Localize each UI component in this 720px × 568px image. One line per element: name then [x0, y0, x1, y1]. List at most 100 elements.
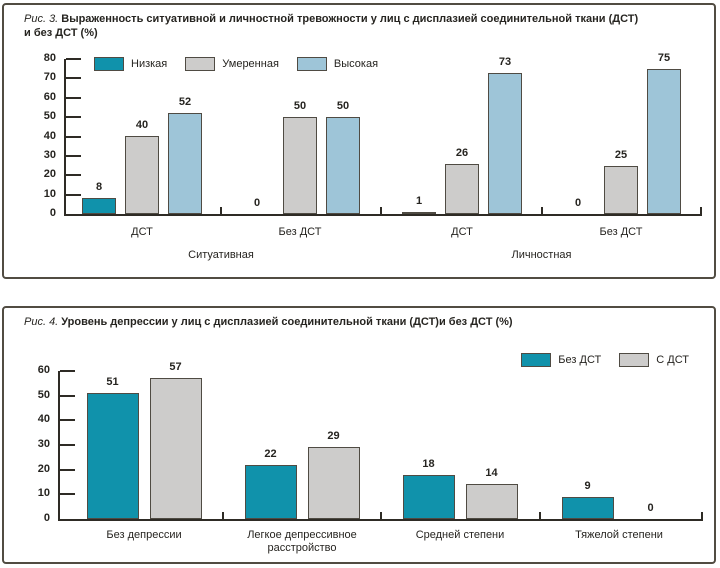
bar-value-label: 29 [327, 430, 340, 442]
x-axis-end-tick [701, 512, 703, 519]
y-tick-label: 30 [37, 438, 50, 450]
bar-value-label: 14 [485, 467, 498, 479]
bar [168, 113, 202, 214]
depression-bar-chart-plot: 0 10 20 30 40 50 60 51 22 18 9 57 29 14 0 Без депрессии… [38, 353, 703, 554]
bar [82, 198, 116, 214]
chart-legend: Низкая Умеренная Высокая [94, 57, 378, 71]
x-category-label: Легкое депрессивное расстройство [247, 529, 357, 554]
x-axis-tick [222, 512, 224, 519]
x-category-label: Тяжелой степени [575, 529, 663, 541]
bar [402, 475, 455, 519]
legend-swatch [521, 353, 552, 367]
y-tick-label: 30 [43, 148, 56, 161]
bar-value-label: 18 [422, 458, 435, 470]
bar [445, 164, 479, 214]
bar-value-label: 50 [336, 100, 350, 112]
y-axis-tick [60, 370, 75, 372]
bar-value-label: 9 [584, 480, 591, 492]
y-tick-label: 50 [43, 110, 56, 123]
legend-label: Низкая [131, 57, 168, 70]
bar-value-label: 51 [106, 376, 119, 388]
y-axis-tick [66, 135, 81, 138]
anxiety-bar-chart-plot: 0 10 20 30 40 50 60 70 80 8 0 1 0 40 50 26 25 52 50 73 75 ДСТ… [44, 52, 702, 261]
y-axis-tick [60, 444, 75, 446]
y-axis-tick [60, 468, 75, 471]
bar-value-label: 0 [253, 197, 261, 209]
figure4-panel: Рис. 4. Уровень депрессии у лиц с дисплаз… [2, 306, 716, 564]
y-tick-label: 10 [37, 487, 50, 500]
x-axis-tick [380, 512, 382, 519]
bar [326, 117, 360, 214]
y-tick-label: 20 [43, 168, 56, 181]
x-axis-tick [538, 512, 541, 519]
legend-item: Низкая [94, 57, 167, 71]
x-axis-tick [380, 207, 382, 214]
y-axis-tick [60, 394, 75, 397]
bar-value-label: 0 [574, 197, 582, 209]
legend-item: Высокая [296, 57, 379, 71]
bar-value-label: 40 [135, 119, 149, 131]
x-category-label: ДСТ [131, 226, 153, 238]
bar [149, 378, 202, 519]
bar [125, 136, 159, 214]
y-tick-label: 70 [43, 71, 56, 84]
bar [283, 117, 317, 214]
y-axis-tick [66, 96, 81, 99]
figure4-caption: Рис. 4. Уровень депрессии у лиц с дисплаз… [24, 315, 513, 329]
y-tick-label: 40 [43, 129, 56, 142]
y-axis-tick [60, 493, 75, 496]
figure3-caption: Рис. 3. Выраженность ситуативной и личнос… [24, 12, 638, 40]
y-tick-label: 20 [37, 462, 50, 475]
bar [86, 393, 139, 519]
x-axis-end-tick [700, 207, 702, 214]
legend-swatch [94, 57, 124, 71]
y-axis-tick [66, 174, 81, 177]
y-tick-label: 80 [43, 52, 56, 64]
y-tick-label: 10 [43, 187, 56, 200]
bar [465, 484, 518, 519]
bar [604, 166, 638, 214]
legend-swatch [296, 57, 327, 71]
y-axis-tick [60, 419, 75, 422]
y-axis-tick [66, 58, 81, 60]
bar-value-label: 22 [264, 448, 277, 460]
bar-value-label: 1 [415, 195, 423, 207]
bar-value-label: 50 [293, 100, 307, 112]
bar-value-label: 57 [169, 361, 182, 373]
y-axis-tick [66, 193, 81, 196]
legend-label: Высокая [333, 57, 379, 70]
bar [488, 73, 522, 214]
legend-label: С ДСТ [656, 353, 689, 366]
legend-label: Умеренная [222, 57, 279, 70]
x-category-label: Средней степени [415, 529, 505, 541]
figure3-number: Рис. 3. [24, 13, 59, 25]
chart-legend: Без ДСТ С ДСТ [521, 353, 689, 367]
y-tick-label: 0 [43, 512, 50, 524]
y-axis-tick [66, 154, 81, 157]
legend-label: Без ДСТ [558, 353, 602, 366]
x-category-label: Без ДСТ [278, 226, 322, 238]
y-tick-label: 60 [37, 364, 50, 376]
bar-value-label: 52 [178, 96, 192, 108]
figure3-panel: Рис. 3. Выраженность ситуативной и личнос… [2, 3, 716, 279]
y-tick-label: 40 [37, 413, 50, 426]
figure4-number: Рис. 4. [24, 316, 59, 328]
bar-value-label: 26 [455, 147, 469, 159]
x-axis-tick [220, 207, 222, 214]
bar-value-label: 8 [95, 181, 103, 193]
bar [647, 69, 681, 214]
legend-swatch [619, 353, 650, 367]
x-category-label: ДСТ [451, 226, 473, 238]
x-axis-tick [540, 207, 543, 214]
y-axis-tick [66, 116, 81, 119]
bar [244, 465, 297, 519]
legend-item: Умеренная [185, 57, 279, 71]
legend-item: С ДСТ [619, 353, 689, 367]
figure3-caption-line2: и без ДСТ (%) [24, 27, 98, 39]
x-category-label: Без депрессии [106, 529, 182, 541]
bar-value-label: 75 [657, 52, 671, 64]
bar [402, 212, 436, 214]
bar-value-label: 73 [498, 56, 512, 68]
bar-value-label: 25 [614, 149, 628, 161]
figure4-caption-line1: Уровень депрессии у лиц с дисплазией сое… [61, 316, 513, 328]
